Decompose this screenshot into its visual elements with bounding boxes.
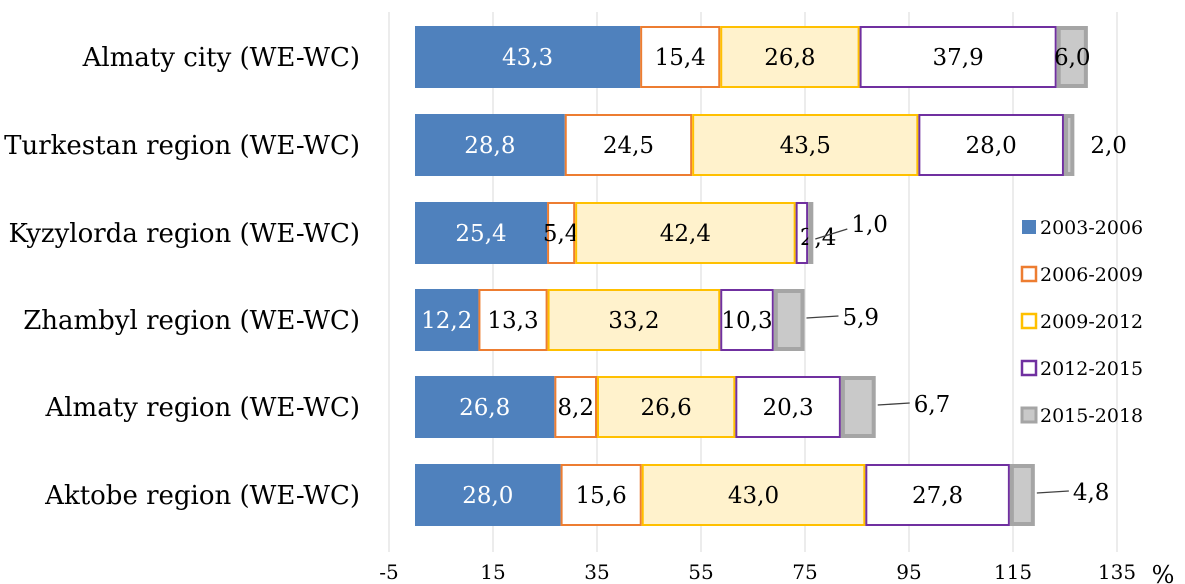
- data-label: 15,4: [655, 45, 706, 71]
- bar-segment-2009-2012: [547, 289, 721, 351]
- bar-segment-2012-2015: [735, 376, 841, 438]
- data-label-leader: [1036, 490, 1069, 494]
- category-label: Aktobe region (WE-WC): [44, 481, 360, 511]
- category-labels: Almaty city (WE-WC) Turkestan region (WE-…: [4, 43, 360, 511]
- data-label: 15,6: [576, 483, 627, 509]
- bar-segment-2015-2018: [1056, 26, 1088, 88]
- gridlines: [388, 12, 1118, 552]
- bar-segment-2003-2006: [415, 202, 548, 264]
- bar-segment-2006-2009: [560, 464, 642, 526]
- data-label: 33,2: [608, 308, 659, 334]
- legend-swatch-2003-2006: [1022, 220, 1036, 234]
- bar-segment-2012-2015: [795, 202, 809, 264]
- x-tick-label: 135: [1098, 560, 1136, 584]
- legend-swatch-2015-2018: [1020, 406, 1038, 424]
- legend-swatch-2006-2009: [1020, 265, 1038, 283]
- bar-segment-2015-2018: [840, 376, 876, 438]
- data-label: 4,8: [1073, 480, 1110, 506]
- legend-label: 2006-2009: [1040, 264, 1143, 286]
- x-tick-label: 75: [792, 560, 817, 584]
- bar-segment-2012-2015: [918, 114, 1064, 176]
- category-label: Kyzylorda region (WE-WC): [8, 219, 360, 249]
- x-tick-label: 15: [480, 560, 505, 584]
- data-label: 20,3: [762, 395, 813, 421]
- data-label: 5,9: [842, 305, 879, 331]
- data-label: 26,8: [764, 45, 815, 71]
- bar-segment-2012-2015: [859, 26, 1057, 88]
- bar-segment-2009-2012: [692, 114, 919, 176]
- x-tick-labels: -5 15 35 55 75 95 115 135%: [379, 560, 1174, 584]
- data-label: 28,0: [966, 133, 1017, 159]
- data-label: 6,7: [914, 392, 951, 418]
- bar-segment-2009-2012: [597, 376, 736, 438]
- category-label: Turkestan region (WE-WC): [4, 131, 360, 161]
- bar-segment-2006-2009: [640, 26, 721, 88]
- data-label: 26,8: [459, 395, 510, 421]
- legend-label: 2012-2015: [1040, 358, 1143, 380]
- bar-segment-2006-2009: [547, 202, 576, 264]
- legend-label: 2009-2012: [1040, 311, 1143, 333]
- bar-segment-2015-2018: [808, 202, 814, 264]
- legend-label: 2003-2006: [1040, 217, 1143, 239]
- bar-segment-2015-2018: [1009, 464, 1035, 526]
- x-tick-label: 55: [688, 560, 713, 584]
- data-label: 13,3: [487, 308, 538, 334]
- data-label: 25,4: [455, 221, 506, 247]
- data-label: 6,0: [1054, 45, 1091, 71]
- x-tick-label: -5: [379, 560, 398, 584]
- data-label: 37,9: [933, 45, 984, 71]
- x-tick-label: 35: [584, 560, 609, 584]
- bar-segment-2006-2009: [554, 376, 597, 438]
- data-label: 28,8: [464, 133, 515, 159]
- data-label: 27,8: [912, 483, 963, 509]
- bar-segment-2003-2006: [415, 114, 565, 176]
- bar-segment-2003-2006: [415, 464, 561, 526]
- data-label: 26,6: [641, 395, 692, 421]
- bar-segment-2009-2012: [641, 464, 866, 526]
- x-unit-label: %: [1152, 561, 1175, 584]
- data-label-leader: [806, 315, 839, 319]
- bars: 43,3 15,4 26,8 37,9 6,0 28,8 24,5 43,5 28,0 2,0 25…: [415, 26, 1127, 526]
- bar-segment-2006-2009: [564, 114, 693, 176]
- data-label: 28,0: [462, 483, 513, 509]
- data-label: 42,4: [660, 221, 711, 247]
- data-label-leader: [877, 402, 910, 406]
- bar-segment-2009-2012: [575, 202, 796, 264]
- bar-segment-2006-2009: [478, 289, 548, 351]
- data-label: 5,4: [543, 221, 580, 247]
- bar-segment-2015-2018: [773, 289, 805, 351]
- data-label: 2,0: [1090, 133, 1127, 159]
- data-label: 1,0: [851, 212, 888, 238]
- x-tick-label: 115: [994, 560, 1032, 584]
- bar-segment-2015-2018: [1063, 114, 1075, 176]
- data-label-leader: [815, 228, 848, 240]
- data-label: 43,5: [780, 133, 831, 159]
- legend-swatch-2009-2012: [1020, 312, 1038, 330]
- category-label: Almaty region (WE-WC): [44, 393, 360, 423]
- data-label: 10,3: [721, 308, 772, 334]
- data-label: 12,2: [421, 308, 472, 334]
- data-label: 43,3: [502, 45, 553, 71]
- data-label: 24,5: [603, 133, 654, 159]
- data-label: 8,2: [557, 395, 594, 421]
- bar-segment-2012-2015: [865, 464, 1010, 526]
- bar-segment-2003-2006: [415, 289, 479, 351]
- legend-label: 2015-2018: [1040, 405, 1143, 427]
- x-tick-label: 95: [896, 560, 921, 584]
- legend: 2003-2006 2006-2009 2009-2012 2012-2015 2015…: [1020, 217, 1143, 427]
- bar-segment-2012-2015: [720, 289, 774, 351]
- category-label: Almaty city (WE-WC): [82, 43, 360, 73]
- bar-segment-2009-2012: [720, 26, 860, 88]
- data-label: 43,0: [728, 483, 779, 509]
- bar-segment-2003-2006: [415, 26, 641, 88]
- legend-swatch-2012-2015: [1020, 359, 1038, 377]
- category-label: Zhambyl region (WE-WC): [23, 306, 360, 336]
- bar-segment-2003-2006: [415, 376, 555, 438]
